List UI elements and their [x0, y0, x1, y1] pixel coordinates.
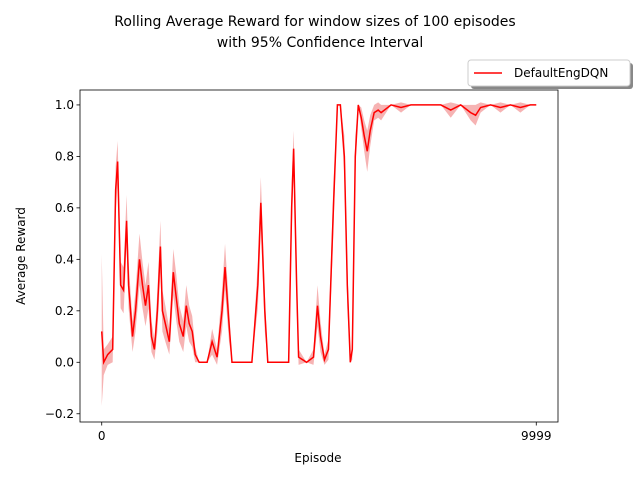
y-axis-label: Average Reward: [14, 207, 28, 305]
y-tick-label: −0.2: [45, 407, 74, 421]
chart-title: with 95% Confidence Interval: [217, 35, 424, 51]
line: [100, 104, 537, 366]
legend-label: DefaultEngDQN: [514, 66, 608, 80]
y-tick-label: 0.0: [55, 355, 74, 369]
x-axis-label: Episode: [294, 451, 341, 465]
y-tick-label: 0.8: [55, 149, 74, 163]
y-tick-label: 1.0: [55, 98, 74, 112]
legend: [467, 59, 631, 87]
x-tick-label: 9999: [521, 429, 552, 443]
y-tick-label: 0.6: [55, 201, 74, 215]
chart-title: Rolling Average Reward for window sizes …: [114, 14, 515, 30]
y-tick-label: 0.4: [55, 252, 74, 266]
axes-frame: [79, 89, 559, 423]
x-tick-label: 0: [98, 429, 106, 443]
y-tick-label: 0.2: [55, 304, 74, 318]
